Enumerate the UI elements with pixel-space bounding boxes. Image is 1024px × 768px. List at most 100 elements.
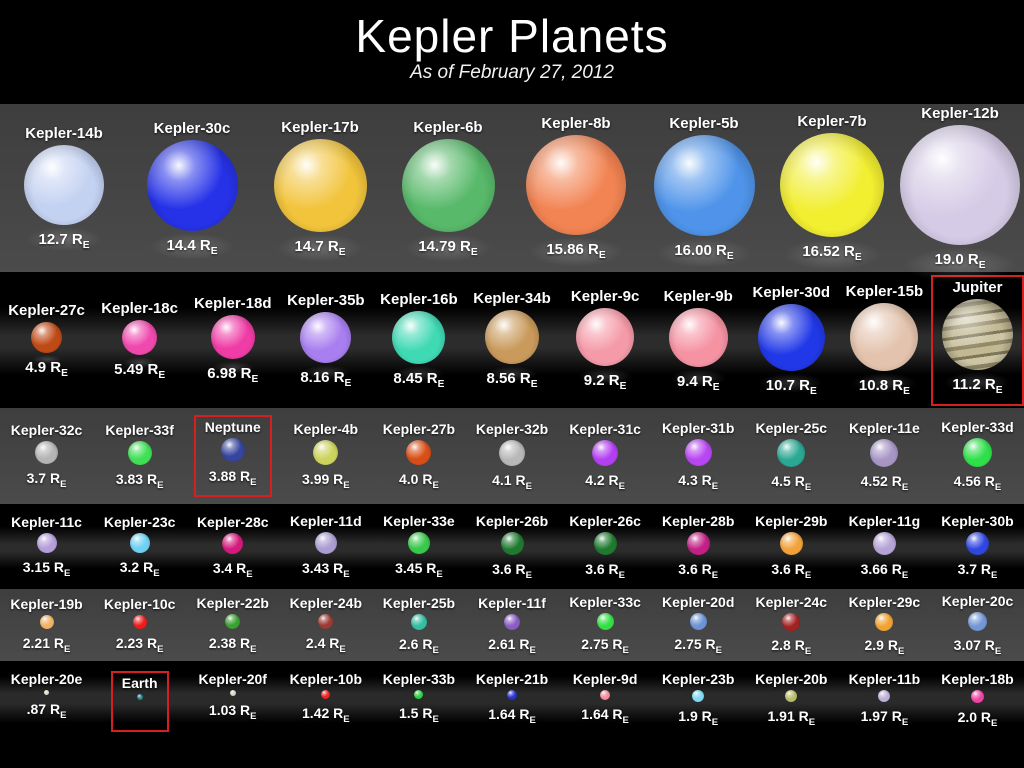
planet-radius-kepler-24b: 2.4 RE — [305, 635, 346, 655]
planet-cell-kepler-30c: Kepler-30c 14.4 RE — [128, 104, 256, 272]
planet-sphere-kepler-30b — [965, 531, 989, 555]
highlight-box-jupiter: Jupiter 11.2 RE — [930, 274, 1024, 406]
planet-sphere-wrap — [44, 690, 50, 695]
planet-cell-kepler-33e: Kepler-33e 3.45 RE — [372, 504, 465, 589]
planet-name-kepler-20f: Kepler-20f — [198, 671, 267, 687]
planet-name-kepler-16b: Kepler-16b — [380, 290, 458, 308]
planet-sphere-kepler-28b — [686, 531, 710, 555]
planet-radius-kepler-25c: 4.5 RE — [771, 472, 812, 493]
planet-radius-kepler-7b: 16.52 RE — [802, 243, 862, 263]
size-row-6-smallest: Kepler-20e .87 RE Earth Kepler-20f 1.03 RE Ke… — [0, 661, 1024, 768]
planet-radius-kepler-20f: 1.03 RE — [208, 702, 257, 722]
planet-cell-kepler-20b: Kepler-20b 1.91 RE — [745, 661, 838, 768]
planet-sphere-kepler-4b — [313, 440, 339, 466]
planet-sphere-jupiter — [941, 298, 1013, 370]
planet-name-kepler-25c: Kepler-25c — [755, 419, 828, 436]
planet-radius-kepler-11b: 1.97 RE — [860, 708, 909, 728]
planet-sphere-kepler-16b — [392, 310, 446, 364]
planet-sphere-wrap — [941, 298, 1013, 393]
planet-name-kepler-27c: Kepler-27c — [8, 301, 85, 319]
planet-sphere-kepler-34b — [485, 310, 540, 364]
planet-sphere-wrap — [132, 614, 147, 629]
planet-name-kepler-11b: Kepler-11b — [848, 671, 921, 687]
planet-radius-kepler-20c: 3.07 RE — [953, 637, 1002, 657]
planet-cell-kepler-10b: Kepler-10b 1.42 RE — [279, 661, 372, 768]
planet-radius-kepler-20e: .87 RE — [26, 701, 67, 721]
planet-sphere-wrap — [499, 439, 525, 466]
planet-sphere-kepler-33c — [596, 613, 614, 631]
planet-radius-kepler-18b: 2.0 RE — [957, 709, 998, 729]
planet-sphere-wrap — [596, 613, 614, 631]
planet-sphere-kepler-14b — [24, 145, 104, 225]
planet-radius-kepler-9d: 1.64 RE — [581, 706, 629, 726]
planet-sphere-wrap — [24, 145, 104, 251]
planet-sphere-kepler-15b — [850, 303, 919, 371]
planet-name-kepler-11f: Kepler-11f — [478, 594, 546, 611]
planet-sphere-wrap — [129, 533, 150, 554]
planet-sphere-kepler-30c — [146, 139, 238, 231]
planet-name-kepler-10b: Kepler-10b — [289, 671, 362, 687]
planet-sphere-wrap — [850, 303, 919, 393]
planet-cell-kepler-20f: Kepler-20f 1.03 RE — [186, 661, 279, 768]
planet-name-kepler-33b: Kepler-33b — [382, 671, 456, 687]
planet-sphere-wrap — [406, 440, 432, 466]
planet-name-kepler-6b: Kepler-6b — [413, 118, 483, 136]
planet-radius-kepler-20d: 2.75 RE — [674, 636, 722, 656]
planet-sphere-kepler-33d — [962, 438, 992, 468]
planet-sphere-kepler-9c — [576, 308, 635, 366]
planet-sphere-kepler-11e — [870, 438, 899, 467]
planet-sphere-wrap — [146, 139, 238, 260]
planet-radius-kepler-14b: 12.7 RE — [38, 231, 90, 251]
size-row-2: Kepler-27c 4.9 RE Kepler-18c 5.49 RE Kepler-… — [0, 272, 1024, 408]
planet-name-kepler-9d: Kepler-9d — [572, 671, 638, 687]
planet-name-kepler-11g: Kepler-11g — [848, 512, 921, 529]
planet-radius-kepler-11d: 3.43 RE — [302, 560, 350, 580]
planet-name-kepler-35b: Kepler-35b — [287, 291, 365, 309]
planet-sphere-wrap — [965, 531, 989, 555]
planet-radius-kepler-21b: 1.64 RE — [488, 706, 536, 726]
planet-sphere-wrap — [668, 307, 728, 387]
planet-name-kepler-33c: Kepler-33c — [569, 594, 641, 611]
page-title: Kepler Planets — [355, 10, 669, 62]
planet-cell-kepler-17b: Kepler-17b 14.7 RE — [256, 104, 384, 272]
planet-sphere-wrap — [401, 138, 495, 262]
planet-cell-kepler-34b: Kepler-34b 8.56 RE — [465, 272, 558, 408]
planet-radius-kepler-9b: 9.4 RE — [676, 372, 720, 393]
planet-sphere-wrap — [684, 439, 712, 467]
planet-sphere-kepler-8b — [526, 135, 626, 235]
planet-radius-kepler-28c: 3.4 RE — [212, 559, 253, 580]
planet-sphere-kepler-29c — [875, 612, 894, 631]
planet-cell-kepler-18c: Kepler-18c 5.49 RE — [93, 272, 186, 408]
planet-cell-kepler-11b: Kepler-11b 1.97 RE — [838, 661, 931, 768]
planet-sphere-kepler-10b — [321, 690, 331, 699]
planet-cell-kepler-35b: Kepler-35b 8.16 RE — [279, 272, 372, 408]
planet-radius-kepler-5b: 16.00 RE — [674, 241, 734, 262]
planet-cell-kepler-16b: Kepler-16b 8.45 RE — [372, 272, 465, 408]
planet-radius-kepler-4b: 3.99 RE — [302, 471, 350, 491]
planet-sphere-wrap — [222, 532, 244, 554]
planet-name-kepler-32b: Kepler-32b — [475, 420, 549, 437]
planet-sphere-wrap — [31, 321, 63, 364]
planet-radius-kepler-10b: 1.42 RE — [302, 705, 350, 725]
planet-sphere-wrap — [878, 690, 891, 702]
planet-sphere-wrap — [592, 439, 619, 466]
planet-sphere-wrap — [970, 690, 984, 703]
planet-radius-kepler-34b: 8.56 RE — [486, 370, 538, 390]
planet-sphere-kepler-24c — [782, 612, 801, 631]
planet-sphere-kepler-9b — [668, 307, 728, 367]
planet-sphere-kepler-31b — [684, 439, 712, 467]
planet-sphere-kepler-10c — [132, 614, 147, 629]
planet-sphere-wrap — [507, 690, 517, 700]
planet-name-kepler-22b: Kepler-22b — [196, 595, 269, 612]
planet-cell-kepler-26b: Kepler-26b 3.6 RE — [465, 504, 558, 589]
planet-sphere-wrap — [504, 613, 520, 630]
planet-name-kepler-33e: Kepler-33e — [383, 513, 455, 530]
highlight-box-earth: Earth — [110, 671, 169, 732]
planet-cell-kepler-25c: Kepler-25c 4.5 RE — [745, 408, 838, 504]
planet-cell-kepler-33b: Kepler-33b 1.5 RE — [372, 661, 465, 768]
page-subtitle: As of February 27, 2012 — [410, 62, 614, 84]
planet-sphere-wrap — [689, 613, 707, 631]
planet-name-kepler-11c: Kepler-11c — [11, 514, 82, 531]
planet-cell-kepler-30d: Kepler-30d 10.7 RE — [745, 272, 838, 408]
planet-sphere-kepler-22b — [225, 614, 241, 630]
